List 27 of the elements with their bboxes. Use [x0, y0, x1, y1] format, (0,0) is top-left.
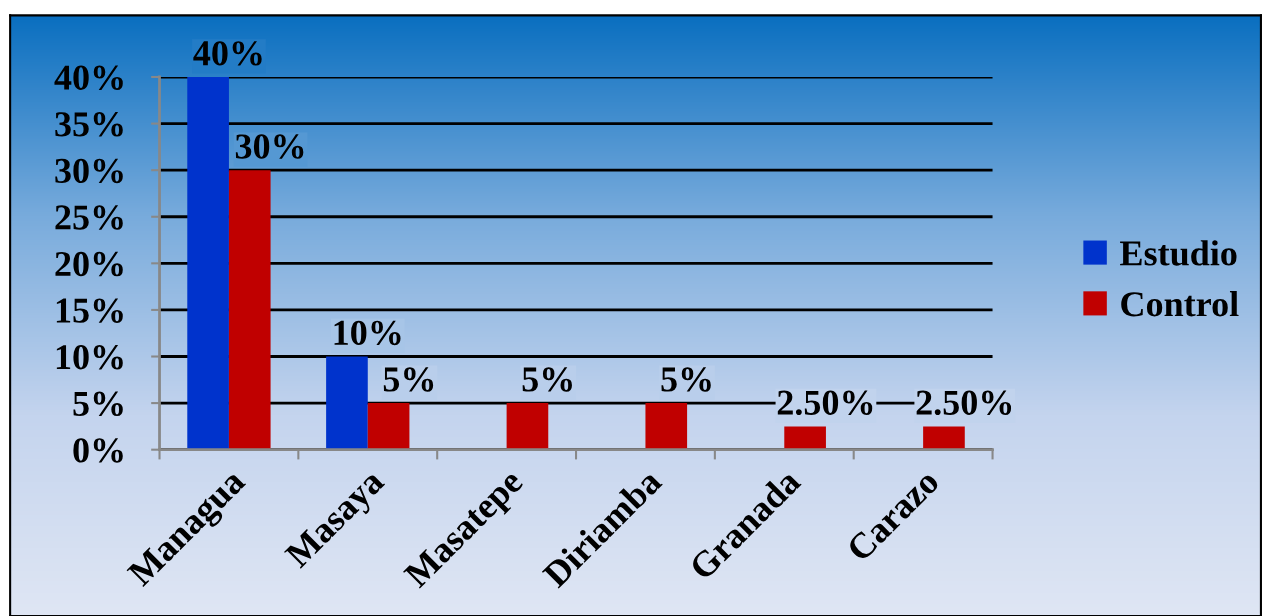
bar	[367, 403, 410, 450]
data-label: 5%	[522, 367, 572, 392]
y-tick-label: 30%	[55, 158, 123, 184]
bar	[228, 170, 271, 450]
data-label: 40%	[193, 41, 262, 66]
y-tick-label: 35%	[55, 112, 123, 137]
data-label: 5%	[661, 367, 711, 392]
y-tick-label: 10%	[56, 345, 123, 370]
legend-label: Control	[1121, 291, 1239, 317]
bar	[506, 403, 549, 450]
y-tick-label: 25%	[55, 205, 123, 230]
data-label: 30%	[235, 134, 304, 159]
y-tick-label: 20%	[55, 251, 123, 277]
bar	[326, 356, 368, 450]
bar	[645, 403, 688, 450]
bar	[923, 426, 965, 450]
data-label: 10%	[334, 320, 401, 346]
bar	[784, 426, 826, 450]
legend-label: Estudio	[1120, 240, 1237, 266]
data-label: 2.50%	[777, 390, 873, 416]
y-tick-label: 15%	[56, 298, 123, 323]
y-tick-label: 40%	[54, 65, 123, 90]
y-tick-label: 5%	[73, 391, 123, 417]
bar	[187, 77, 229, 450]
data-label: 5%	[383, 367, 434, 392]
y-tick-label: 0%	[73, 438, 123, 463]
data-label: 2.50%	[916, 390, 1012, 416]
